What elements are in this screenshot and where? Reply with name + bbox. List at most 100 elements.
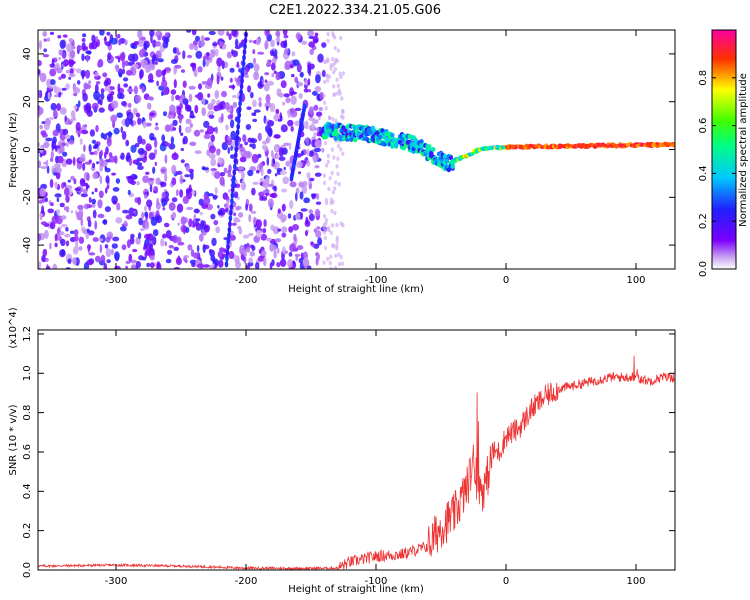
noise-mark	[65, 158, 73, 165]
signal-mark	[353, 137, 358, 143]
noise-mark	[273, 249, 277, 259]
noise-mark	[139, 69, 144, 79]
x-tick-label: -300	[105, 576, 128, 587]
noise-mark	[308, 213, 315, 222]
noise-mark	[136, 181, 140, 186]
noise-mark	[51, 215, 59, 224]
noise-mark	[318, 116, 321, 121]
noise-mark	[141, 85, 145, 94]
noise-mark	[203, 120, 210, 128]
noise-mark	[105, 187, 108, 194]
noise-mark	[329, 197, 333, 202]
noise-mark	[308, 209, 314, 214]
noise-mark	[321, 147, 325, 153]
noise-mark	[59, 107, 67, 115]
x-tick-label: -100	[365, 275, 388, 286]
noise-field	[38, 30, 345, 269]
noise-mark	[174, 64, 182, 69]
noise-mark	[209, 153, 216, 159]
noise-mark	[323, 214, 327, 219]
noise-mark	[170, 136, 175, 145]
noise-mark	[187, 54, 193, 59]
noise-mark	[280, 124, 288, 133]
noise-mark	[86, 259, 94, 266]
snr-line	[38, 355, 675, 570]
noise-mark	[313, 131, 317, 139]
noise-mark	[137, 165, 144, 170]
noise-mark	[132, 210, 137, 214]
noise-mark	[281, 252, 285, 261]
noise-mark	[333, 35, 337, 40]
noise-mark	[269, 262, 273, 269]
noise-mark	[339, 255, 343, 260]
noise-mark	[333, 186, 337, 191]
noise-mark	[282, 176, 290, 185]
noise-mark	[306, 159, 309, 164]
noise-mark	[73, 87, 81, 94]
noise-mark	[233, 191, 239, 199]
noise-mark	[133, 85, 138, 95]
noise-mark	[171, 197, 178, 203]
noise-mark	[189, 110, 194, 114]
noise-mark	[208, 249, 213, 254]
noise-mark	[334, 253, 338, 258]
noise-mark	[156, 261, 161, 269]
noise-mark	[44, 197, 48, 203]
noise-mark	[283, 142, 291, 146]
noise-mark	[193, 45, 199, 51]
noise-mark	[263, 257, 267, 267]
noise-mark	[328, 260, 332, 266]
noise-mark	[209, 264, 214, 269]
noise-mark	[38, 142, 41, 147]
streak-mark	[240, 77, 244, 84]
noise-mark	[55, 62, 60, 68]
noise-mark	[267, 120, 275, 127]
noise-mark	[236, 77, 241, 87]
noise-mark	[81, 42, 86, 52]
noise-mark	[121, 100, 127, 107]
noise-mark	[123, 220, 128, 226]
noise-mark	[282, 246, 286, 255]
noise-mark	[206, 52, 210, 57]
noise-mark	[153, 186, 159, 193]
noise-mark	[115, 178, 121, 184]
noise-mark	[341, 151, 345, 156]
noise-mark	[125, 265, 128, 269]
x-tick-label: 0	[503, 576, 509, 587]
noise-mark	[210, 168, 217, 172]
noise-mark	[127, 189, 131, 196]
noise-mark	[126, 111, 134, 121]
noise-mark	[306, 265, 312, 269]
noise-mark	[307, 30, 315, 37]
noise-mark	[208, 30, 216, 36]
noise-mark	[118, 39, 122, 46]
noise-mark	[195, 223, 202, 231]
noise-mark	[122, 209, 129, 214]
signal-mark	[413, 139, 418, 144]
noise-mark	[249, 251, 255, 257]
noise-mark	[237, 225, 242, 230]
noise-mark	[105, 236, 111, 243]
x-tick-label: -200	[235, 576, 258, 587]
noise-mark	[44, 229, 49, 239]
noise-mark	[258, 101, 262, 108]
noise-mark	[79, 138, 83, 145]
noise-mark	[109, 86, 115, 91]
streak-mark	[236, 123, 240, 130]
noise-mark	[181, 69, 185, 73]
streak-mark	[242, 54, 246, 61]
noise-mark	[194, 150, 202, 155]
noise-mark	[155, 177, 161, 185]
noise-mark	[96, 161, 100, 165]
noise-mark	[39, 72, 47, 83]
noise-mark	[115, 217, 123, 224]
noise-mark	[213, 171, 221, 179]
noise-mark	[329, 200, 333, 206]
colorbar-tick-label: 0.2	[698, 213, 709, 229]
noise-mark	[127, 53, 135, 62]
noise-mark	[50, 102, 57, 111]
noise-mark	[137, 117, 142, 125]
x-tick-label: -300	[105, 275, 128, 286]
noise-mark	[278, 156, 286, 161]
noise-mark	[251, 143, 256, 150]
